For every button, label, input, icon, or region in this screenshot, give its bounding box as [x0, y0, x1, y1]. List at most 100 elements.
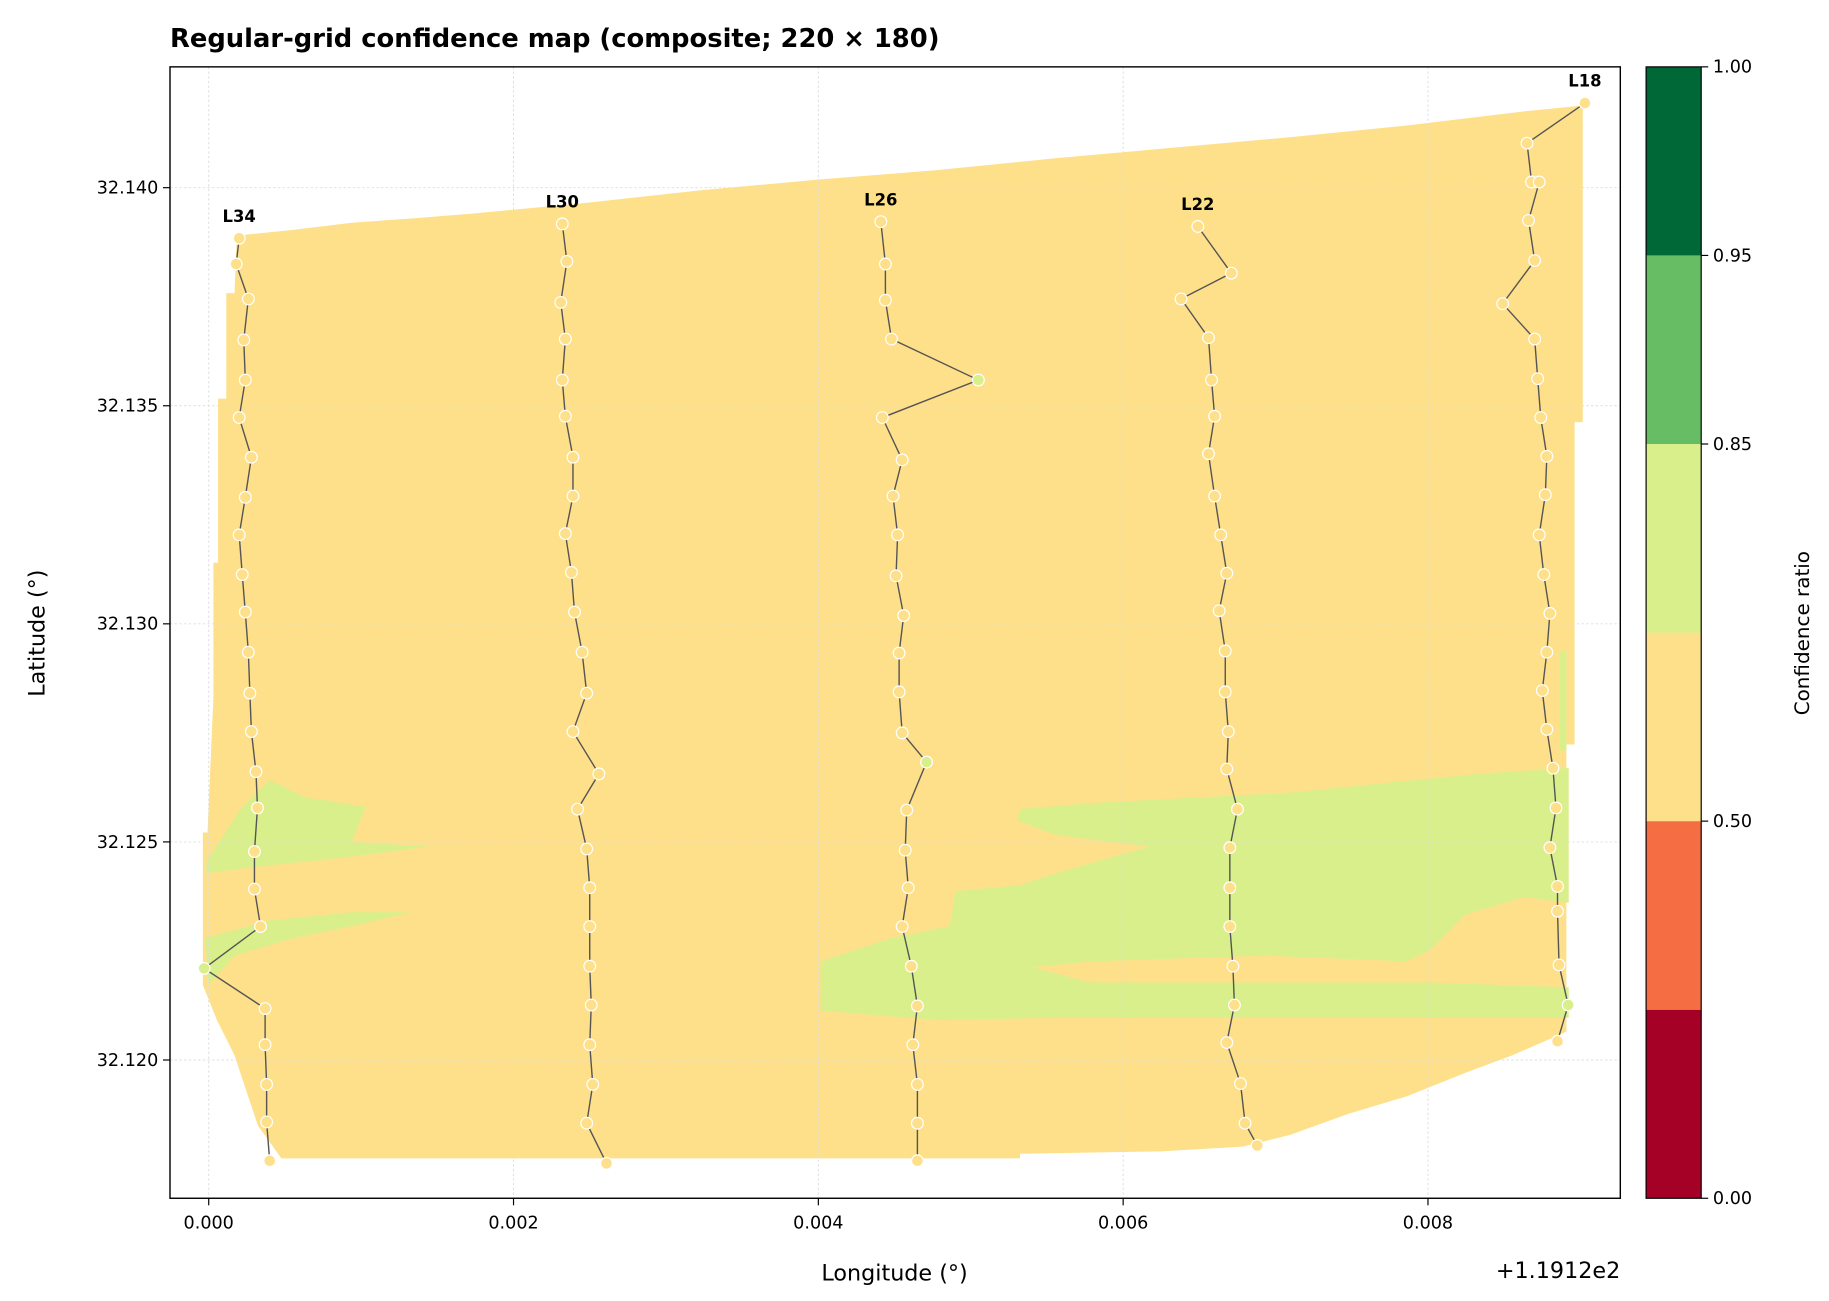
- data-point: [247, 882, 261, 896]
- data-point: [243, 686, 257, 700]
- data-point: [1531, 372, 1545, 386]
- data-point: [885, 332, 898, 346]
- x-tick-label: 0.008: [1403, 1214, 1453, 1234]
- x-tick-label: 0.006: [1098, 1214, 1148, 1234]
- data-point: [197, 961, 211, 975]
- data-point: [1528, 332, 1542, 346]
- data-point: [554, 295, 568, 309]
- data-point: [584, 998, 598, 1012]
- data-point: [568, 605, 581, 619]
- data-point: [889, 569, 903, 583]
- data-point: [878, 293, 892, 307]
- plot-frame: [169, 66, 1622, 1199]
- data-point: [571, 802, 584, 816]
- data-point: [232, 231, 246, 245]
- data-point: [910, 999, 924, 1013]
- data-point: [897, 609, 911, 622]
- data-point: [232, 528, 246, 542]
- data-point: [1250, 1139, 1264, 1152]
- data-point: [1543, 606, 1557, 620]
- y-tick-label: 32.140: [97, 179, 159, 199]
- colorbar-frame: [1645, 66, 1702, 1199]
- colorbar-tick-label: 1.00: [1713, 58, 1752, 78]
- data-point: [586, 1077, 600, 1091]
- data-point: [1549, 801, 1563, 815]
- data-point: [229, 257, 243, 271]
- series-line: [1501, 102, 1586, 1042]
- data-point: [1551, 1034, 1564, 1048]
- data-point: [892, 646, 906, 660]
- data-point: [249, 765, 263, 779]
- colorbar-segment: [1646, 66, 1702, 256]
- colorbar-tick-label: 0.95: [1713, 246, 1752, 266]
- y-tick-label: 32.125: [97, 833, 159, 853]
- data-point: [1223, 920, 1237, 933]
- data-point: [1551, 879, 1564, 893]
- data-point: [1191, 220, 1205, 233]
- data-point: [566, 489, 580, 503]
- data-point: [244, 725, 258, 739]
- x-tick-label: 0.002: [488, 1214, 538, 1234]
- series-label: L26: [864, 190, 897, 209]
- data-point: [904, 959, 918, 973]
- data-point: [555, 217, 569, 231]
- data-point: [1538, 488, 1552, 502]
- data-point: [583, 1038, 597, 1052]
- data-point: [1532, 528, 1546, 542]
- data-point: [558, 332, 572, 346]
- data-point: [1528, 254, 1542, 267]
- data-point: [263, 1154, 277, 1168]
- colorbar-label: Confidence ratio: [1791, 551, 1814, 715]
- x-axis-label: Longitude (°): [821, 1260, 967, 1286]
- data-point: [1224, 266, 1238, 280]
- data-point: [1522, 213, 1536, 227]
- data-point: [906, 1038, 920, 1052]
- data-point: [1540, 722, 1554, 736]
- data-point: [1202, 331, 1215, 345]
- data-point: [1208, 409, 1222, 423]
- data-point: [1520, 136, 1534, 150]
- series-label: L30: [546, 192, 579, 211]
- data-point: [1214, 528, 1228, 542]
- data-point: [241, 645, 255, 659]
- data-point: [1223, 881, 1237, 895]
- colorbar-tick-label: 0.00: [1713, 1189, 1752, 1209]
- data-point: [580, 842, 594, 856]
- data-point: [566, 450, 580, 464]
- data-point: [247, 845, 261, 858]
- data-point: [1208, 489, 1222, 503]
- data-point: [1238, 1116, 1252, 1130]
- data-point: [895, 920, 909, 933]
- data-point: [892, 685, 906, 699]
- data-point: [891, 528, 905, 542]
- data-point: [238, 605, 252, 619]
- data-point: [558, 409, 572, 423]
- data-point: [232, 411, 246, 424]
- data-point: [1202, 447, 1215, 461]
- colorbar-tick-label: 0.50: [1713, 812, 1752, 832]
- series-label: L22: [1181, 195, 1214, 214]
- data-point: [241, 292, 255, 306]
- colorbar-segment: [1646, 821, 1702, 1010]
- colorbar-segment: [1646, 443, 1702, 633]
- data-point: [1220, 1036, 1234, 1050]
- data-point: [895, 726, 909, 740]
- data-point: [580, 686, 594, 700]
- colorbar-segment: [1646, 255, 1702, 444]
- data-point: [555, 373, 569, 387]
- x-offset-text: +1.1912e2: [1496, 1258, 1620, 1284]
- data-point: [1532, 175, 1546, 189]
- data-point: [258, 1038, 272, 1052]
- data-point: [558, 527, 572, 541]
- data-point: [575, 645, 589, 659]
- data-point: [1535, 684, 1549, 698]
- data-point: [1212, 604, 1226, 618]
- data-point: [600, 1156, 613, 1170]
- data-point: [1231, 802, 1244, 816]
- data-point: [1552, 958, 1566, 972]
- y-tick-label: 32.130: [97, 615, 159, 635]
- data-point: [583, 959, 597, 973]
- data-point: [564, 565, 578, 579]
- data-point: [583, 920, 597, 933]
